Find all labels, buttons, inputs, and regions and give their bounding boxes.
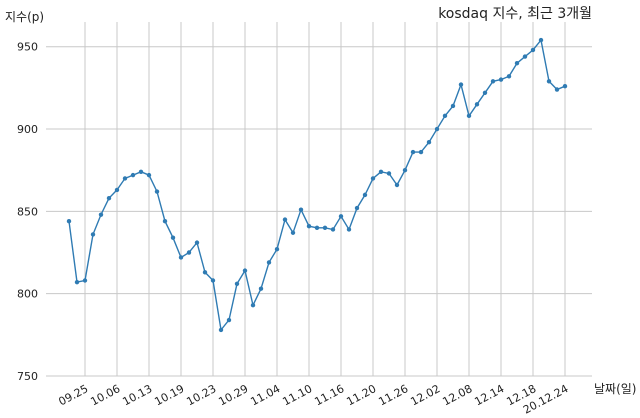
data-point [170, 235, 176, 240]
data-point [162, 219, 168, 224]
data-point [538, 37, 544, 43]
data-point [522, 54, 528, 59]
data-point [314, 225, 320, 231]
series-kosdaq [66, 37, 568, 333]
data-point [434, 126, 440, 132]
grid [46, 22, 592, 377]
data-point [226, 317, 232, 323]
data-point [138, 169, 144, 175]
data-point [474, 102, 480, 107]
x-tick-label: 10.19 [152, 382, 186, 408]
data-point [202, 270, 208, 275]
data-point [258, 286, 264, 291]
x-tick-label: 11.20 [344, 382, 378, 408]
data-point [546, 79, 552, 84]
data-point [410, 149, 416, 155]
x-tick-label: 12.14 [472, 382, 506, 408]
data-point [346, 227, 352, 232]
data-point [130, 172, 136, 178]
data-point [218, 327, 224, 333]
data-point [490, 79, 496, 84]
data-point [330, 227, 336, 232]
data-point [450, 103, 456, 109]
data-point [554, 87, 560, 92]
y-tick-label: 950 [17, 41, 38, 54]
data-point [370, 176, 376, 181]
data-point [194, 240, 200, 245]
x-tick-label: 12.08 [440, 382, 474, 408]
data-point [186, 250, 192, 255]
data-point [322, 225, 328, 231]
data-point [106, 195, 112, 201]
x-tick-label: 10.23 [184, 382, 218, 408]
data-point [266, 260, 272, 265]
x-tick-label: 11.16 [312, 382, 346, 408]
y-tick-label: 800 [17, 288, 38, 301]
x-tick-label: 10.13 [120, 382, 154, 408]
data-point [122, 176, 128, 181]
data-point [178, 255, 184, 260]
x-tick-label: 12.02 [408, 382, 442, 408]
data-point [482, 90, 488, 96]
data-point [146, 172, 152, 178]
data-point [298, 207, 304, 212]
data-point [74, 279, 80, 285]
data-point [362, 192, 368, 198]
data-point [306, 223, 312, 229]
data-point [426, 139, 432, 145]
data-point [530, 47, 536, 53]
y-axis-ticks: 750 800 850 900 950 [17, 41, 38, 383]
data-point [234, 281, 240, 286]
y-tick-label: 850 [17, 205, 38, 218]
data-point [386, 171, 392, 176]
data-point [250, 303, 256, 308]
y-tick-label: 900 [17, 123, 38, 136]
data-point [282, 217, 288, 222]
data-point [274, 247, 280, 252]
x-tick-label: 10.06 [88, 382, 122, 408]
data-point [66, 219, 72, 224]
y-axis-label: 지수(p) [5, 10, 44, 24]
data-point [154, 189, 160, 194]
chart-title: kosdaq 지수, 최근 3개월 [438, 6, 592, 22]
x-tick-label: 09.25 [56, 382, 90, 408]
data-point [442, 113, 448, 119]
data-point [458, 82, 464, 87]
data-point [394, 182, 400, 188]
y-tick-label: 750 [17, 370, 38, 383]
series-line [68, 38, 566, 332]
x-tick-label: 10.29 [216, 382, 250, 408]
data-point [82, 278, 88, 283]
data-point [498, 77, 504, 82]
x-tick-label: 11.04 [248, 382, 282, 408]
data-point [562, 84, 568, 89]
x-tick-label: 11.10 [280, 382, 314, 408]
data-point [354, 205, 360, 211]
x-axis-ticks: 09.2510.0610.1310.1910.2310.2911.0411.10… [56, 382, 570, 416]
data-point [418, 149, 424, 155]
data-point [210, 278, 216, 283]
x-axis-label: 날짜(일) [594, 382, 636, 396]
data-point [114, 187, 120, 193]
data-point [378, 169, 384, 175]
data-point [402, 167, 408, 173]
data-point [90, 232, 96, 237]
data-point [242, 268, 248, 273]
data-point [338, 214, 344, 219]
data-point [98, 212, 104, 217]
data-point [290, 230, 296, 235]
data-point [466, 113, 472, 119]
data-point [514, 60, 520, 66]
x-tick-label: 11.26 [376, 382, 410, 408]
data-point [506, 74, 512, 79]
